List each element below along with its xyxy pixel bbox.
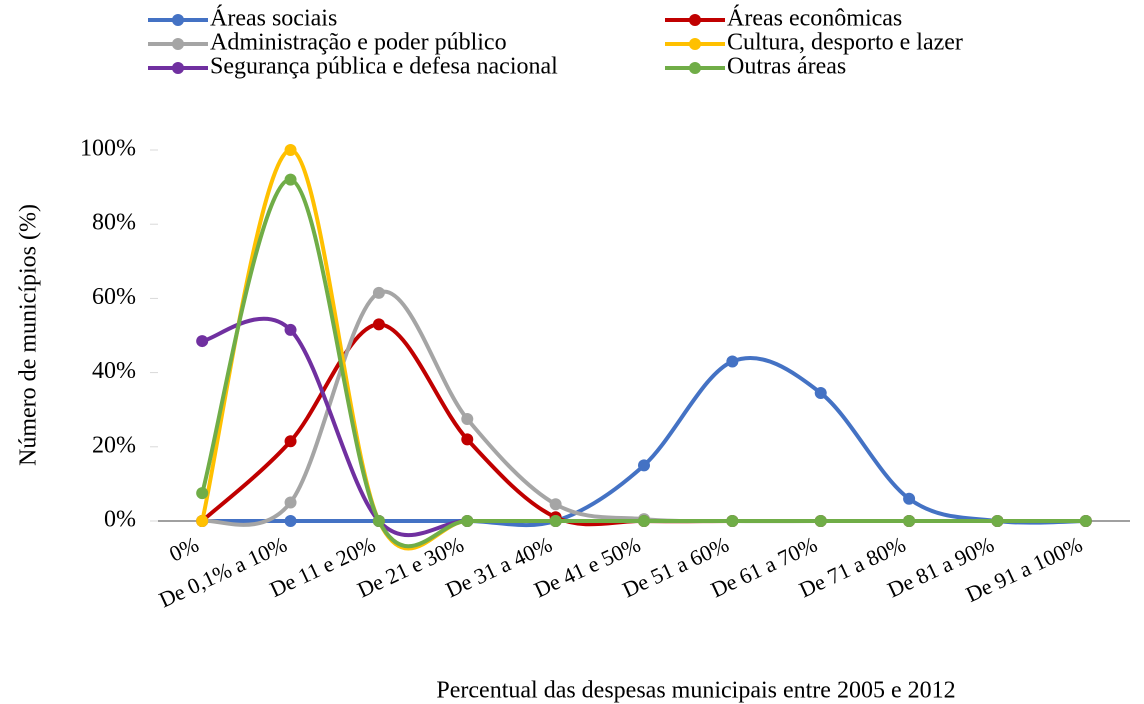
data-point xyxy=(638,515,650,527)
data-point xyxy=(372,286,385,299)
data-point xyxy=(284,144,297,156)
data-point xyxy=(372,318,385,331)
data-point xyxy=(372,515,385,527)
x-axis-title: Percentual das despesas municipais entre… xyxy=(436,678,955,704)
series-line xyxy=(202,355,1086,528)
legend-marker xyxy=(689,14,701,26)
legend-marker xyxy=(172,38,184,50)
y-tick-label: 0% xyxy=(104,507,136,533)
legend-label: Outras áreas xyxy=(727,54,846,80)
series-line xyxy=(200,147,1086,551)
legend-marker xyxy=(689,38,701,50)
data-point xyxy=(726,515,739,527)
y-axis-title: Número de municípios (%) xyxy=(16,204,42,466)
series-line xyxy=(200,177,1086,549)
data-point xyxy=(814,387,827,400)
data-point xyxy=(638,459,650,472)
y-tick-label: 40% xyxy=(92,358,136,384)
data-point xyxy=(284,173,297,186)
y-tick-label: 100% xyxy=(80,136,136,162)
legend-label: Administração e poder público xyxy=(210,30,507,56)
data-point xyxy=(461,433,474,446)
data-point xyxy=(903,515,916,527)
data-point xyxy=(284,496,297,509)
data-point xyxy=(1079,515,1092,527)
legend-label: Áreas econômicas xyxy=(727,6,902,32)
legend-marker xyxy=(172,62,184,74)
x-tick-label: 0% xyxy=(165,531,202,566)
legend-marker xyxy=(172,14,184,26)
data-point xyxy=(461,515,474,527)
legend-label: Cultura, desporto e lazer xyxy=(727,30,963,56)
y-tick-label: 20% xyxy=(92,432,136,458)
data-point xyxy=(991,515,1004,527)
data-point xyxy=(284,515,297,527)
data-point xyxy=(284,323,297,336)
data-point xyxy=(461,412,474,425)
legend-marker xyxy=(689,62,701,74)
y-tick-label: 60% xyxy=(92,284,136,310)
data-point xyxy=(196,335,209,348)
y-tick-label: 80% xyxy=(92,210,136,236)
legend-label: Áreas sociais xyxy=(210,6,337,32)
data-point xyxy=(196,515,209,527)
data-point xyxy=(549,515,562,527)
series-line xyxy=(201,316,1086,538)
data-point xyxy=(196,487,209,500)
data-point xyxy=(726,355,739,368)
data-point xyxy=(814,515,827,527)
data-point xyxy=(284,435,297,448)
legend-label: Segurança pública e defesa nacional xyxy=(210,54,558,80)
data-point xyxy=(903,492,916,505)
data-point xyxy=(549,498,562,511)
